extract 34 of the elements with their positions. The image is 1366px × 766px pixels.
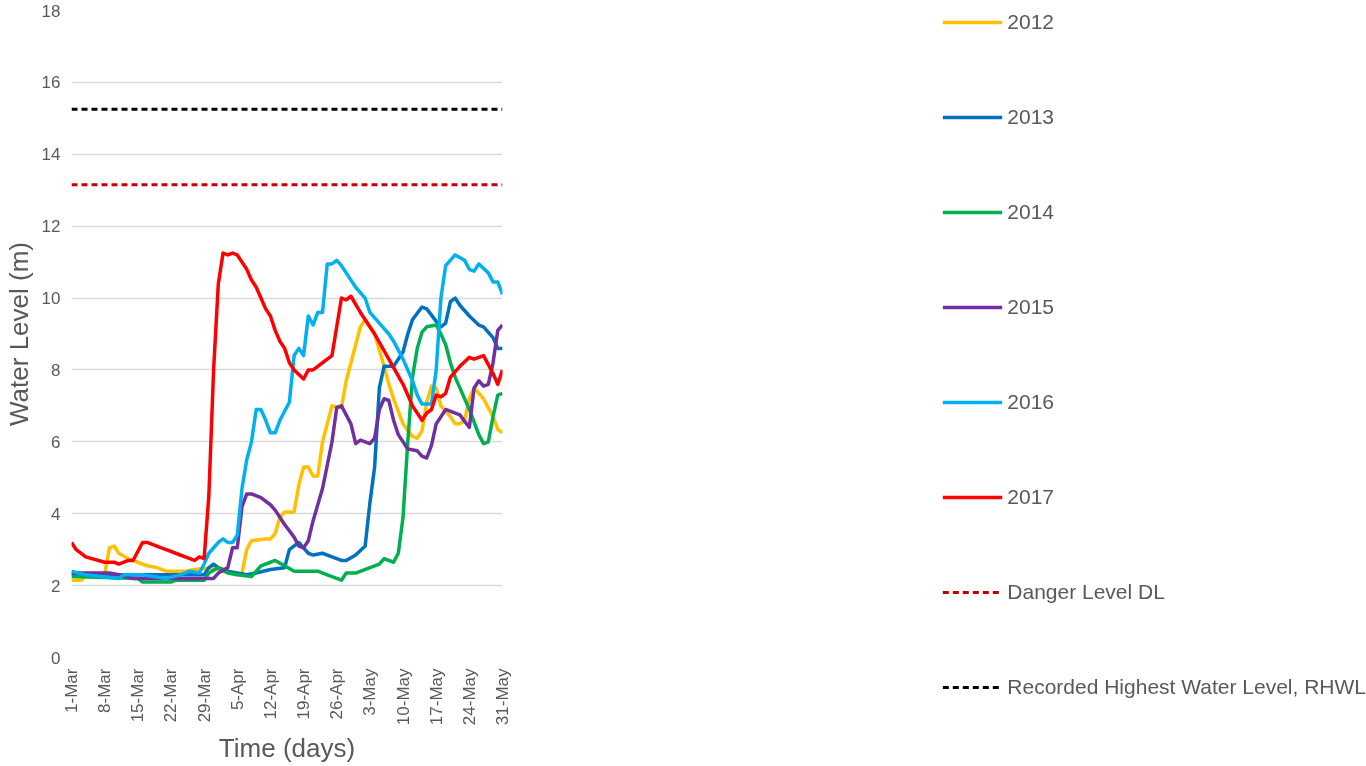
- legend-label: 2015: [1007, 295, 1055, 319]
- legend-label: 2014: [1007, 200, 1055, 224]
- y-tick-label: 14: [41, 145, 61, 165]
- y-tick-label: 0: [51, 648, 61, 668]
- x-tick-label: 8-Mar: [95, 668, 115, 713]
- x-tick-label: 10-May: [393, 668, 413, 726]
- y-tick-label: 4: [51, 504, 61, 524]
- y-tick-label: 18: [41, 1, 61, 21]
- x-tick-label: 29-Mar: [194, 668, 214, 723]
- x-tick-label: 12-Apr: [260, 668, 280, 720]
- legend-label: 2017: [1007, 485, 1055, 509]
- x-tick-label: 5-Apr: [227, 668, 247, 711]
- x-tick-label: 26-Apr: [327, 668, 347, 720]
- x-tick-label: 24-May: [459, 668, 479, 726]
- y-axis-title: Water Level (m): [3, 242, 34, 426]
- x-tick-label: 19-Apr: [294, 668, 314, 720]
- legend-label: 2016: [1007, 390, 1055, 414]
- y-tick-label: 2: [51, 576, 61, 596]
- x-tick-label: 3-May: [360, 668, 380, 716]
- legend-label: 2012: [1007, 10, 1055, 34]
- legend-label: Danger Level DL: [1007, 580, 1166, 604]
- x-tick-label: 1-Mar: [62, 668, 81, 713]
- x-tick-label: 22-Mar: [161, 668, 181, 723]
- y-tick-label: 8: [51, 360, 61, 380]
- legend-label: 2013: [1007, 105, 1055, 129]
- y-tick-label: 16: [41, 73, 61, 93]
- y-tick-label: 6: [51, 432, 61, 452]
- x-tick-label: 31-May: [493, 668, 512, 726]
- x-tick-label: 17-May: [426, 668, 446, 726]
- y-tick-label: 12: [41, 217, 61, 237]
- legend-label: Recorded Highest Water Level, RHWL: [1007, 675, 1366, 699]
- y-tick-label: 10: [41, 289, 61, 309]
- x-axis-title: Time (days): [218, 733, 356, 764]
- x-tick-label: 15-Mar: [128, 668, 148, 723]
